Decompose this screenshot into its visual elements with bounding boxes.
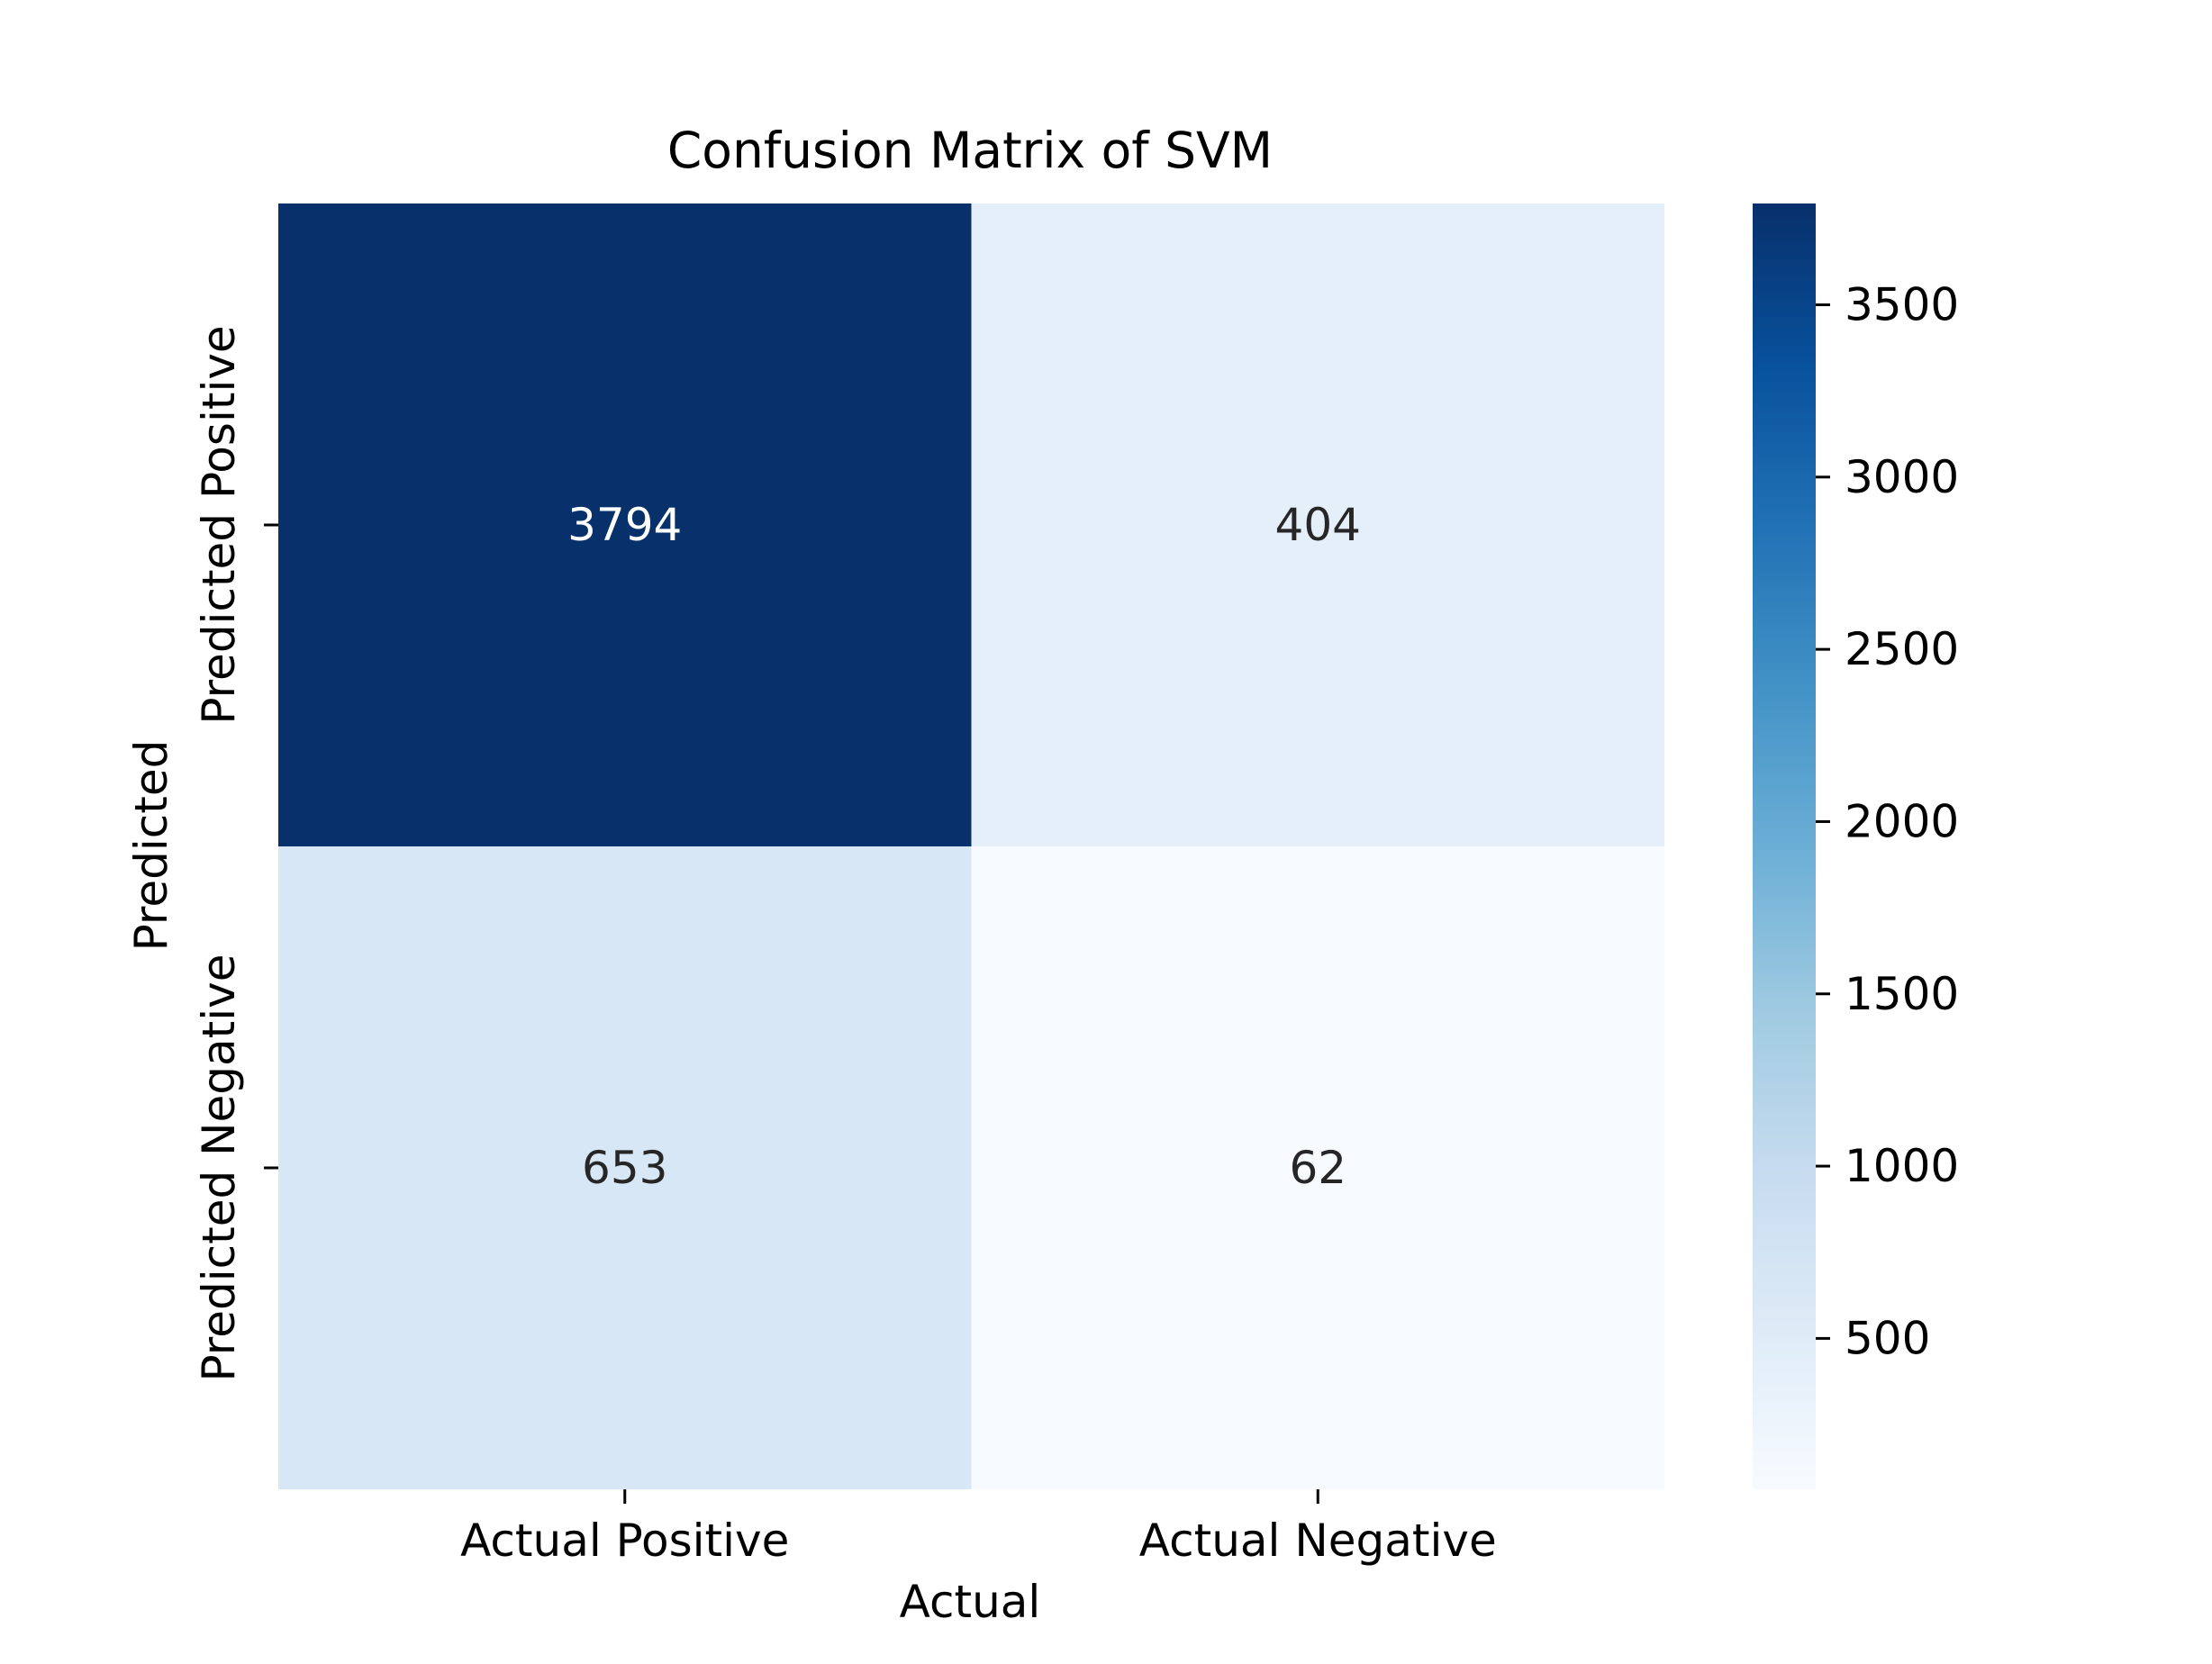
- cell-value-0-1: 404: [1275, 499, 1361, 551]
- cell-value-1-1: 62: [1289, 1142, 1346, 1194]
- x-tick-label-0: Actual Positive: [460, 1515, 789, 1567]
- x-axis: Actual Positive Actual Negative: [460, 1489, 1497, 1567]
- colorbar-tick-label-1: 1000: [1845, 1140, 1959, 1192]
- colorbar-tick-label-6: 3500: [1845, 278, 1959, 330]
- colorbar: [1753, 203, 1816, 1489]
- cell-value-0-0: 3794: [567, 499, 682, 551]
- chart-title: Confusion Matrix of SVM: [667, 122, 1273, 179]
- heatmap-cell-0-0: [278, 203, 972, 846]
- y-tick-label-0: Predicted Positive: [193, 325, 245, 724]
- cell-value-1-0: 653: [582, 1142, 667, 1194]
- x-tick-label-1: Actual Negative: [1139, 1515, 1497, 1567]
- colorbar-tick-label-0: 500: [1845, 1312, 1930, 1364]
- x-axis-label: Actual: [900, 1576, 1041, 1628]
- y-axis-label: Predicted: [125, 740, 177, 952]
- heatmap-cell-1-0: [278, 846, 972, 1489]
- colorbar-ticks: 500 1000 1500 2000 2500 3000 3500: [1816, 278, 1959, 1364]
- colorbar-tick-label-4: 2500: [1845, 623, 1959, 675]
- colorbar-tick-label-5: 3000: [1845, 451, 1959, 503]
- colorbar-tick-label-3: 2000: [1845, 795, 1959, 847]
- y-tick-label-1: Predicted Negative: [193, 954, 245, 1382]
- heatmap-cells: [278, 203, 1664, 1489]
- cell-annotations: 3794 404 653 62: [567, 499, 1361, 1194]
- colorbar-tick-label-2: 1500: [1845, 968, 1959, 1020]
- y-axis: Predicted Positive Predicted Negative: [193, 325, 278, 1382]
- heatmap-cell-0-1: [971, 203, 1664, 846]
- heatmap-cell-1-1: [971, 846, 1664, 1489]
